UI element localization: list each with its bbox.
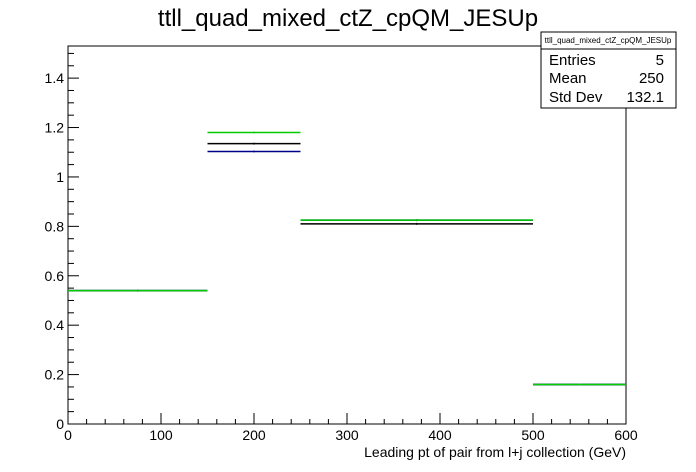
stats-box: ttll_quad_mixed_ctZ_cpQM_JESUp Entries 5… — [540, 31, 677, 109]
x-tick-label: 500 — [521, 427, 545, 443]
histogram-series — [68, 131, 626, 386]
y-axis-ticks: 0 0.2 0.4 0.6 0.8 1 1.2 1.4 — [45, 52, 79, 432]
x-tick-label: 400 — [428, 427, 452, 443]
stats-box-title: ttll_quad_mixed_ctZ_cpQM_JESUp — [545, 36, 672, 45]
y-tick-label: 0.2 — [45, 367, 65, 383]
series-1 — [68, 150, 626, 386]
series-2 — [68, 131, 626, 386]
x-tick-label: 600 — [614, 427, 638, 443]
x-tick-label: 200 — [242, 427, 266, 443]
x-tick-label: 100 — [149, 427, 173, 443]
y-tick-label: 1 — [56, 169, 64, 185]
stats-mean-value: 250 — [639, 70, 664, 87]
x-axis-title: Leading pt of pair from l+j collection (… — [364, 444, 626, 460]
y-tick-label: 0.4 — [45, 317, 65, 333]
chart-title: ttll_quad_mixed_ctZ_cpQM_JESUp — [158, 5, 538, 32]
stats-stddev-label: Std Dev — [549, 89, 603, 106]
y-tick-label: 0.6 — [45, 268, 65, 284]
y-tick-label: 0.8 — [45, 218, 65, 234]
y-tick-label: 0 — [56, 416, 64, 432]
x-tick-label: 0 — [64, 427, 72, 443]
stats-mean-label: Mean — [549, 70, 587, 87]
x-tick-label: 300 — [335, 427, 359, 443]
y-tick-label: 1.4 — [45, 70, 65, 86]
y-tick-label: 1.2 — [45, 120, 65, 136]
x-axis-ticks: 0 100 200 300 400 500 600 — [64, 413, 638, 443]
stats-box-frame — [540, 31, 677, 109]
stats-entries-value: 5 — [656, 52, 664, 69]
stats-entries-label: Entries — [549, 52, 596, 69]
series-0 — [68, 142, 626, 386]
stats-stddev-value: 132.1 — [626, 89, 664, 106]
